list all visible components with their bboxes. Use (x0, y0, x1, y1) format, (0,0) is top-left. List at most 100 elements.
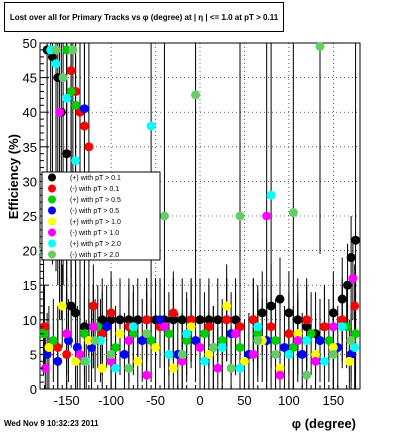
data-point-s1-p0 (39, 322, 49, 332)
data-point-s7-p17 (288, 208, 298, 218)
x-tick-label-1: -100 (98, 393, 124, 408)
data-point-s0-p4 (62, 149, 72, 159)
x-tick-label-2: -50 (146, 393, 165, 408)
data-point-s3-p6 (102, 322, 112, 332)
data-point-s7-p20 (328, 349, 338, 359)
data-point-s5-p16 (293, 336, 303, 346)
data-point-s6-p14 (253, 322, 263, 332)
data-point-s4-p1 (57, 301, 67, 311)
data-point-s3-p2 (63, 336, 73, 346)
data-point-s0-p5 (66, 301, 76, 311)
y-tick-label-6: 30 (23, 174, 37, 189)
y-axis-label: Efficiency (%) (6, 134, 21, 219)
y-tick-label-5: 25 (23, 209, 37, 224)
data-point-s2-p4 (71, 100, 81, 110)
data-point-s7-p19 (315, 41, 325, 51)
data-point-s7-p9 (159, 211, 169, 221)
data-point-s1-p14 (168, 308, 178, 318)
data-point-s4-p16 (311, 349, 321, 359)
data-point-s3-p5 (87, 342, 97, 352)
data-point-s3-p16 (279, 342, 289, 352)
data-point-s5-p4 (88, 322, 98, 332)
data-point-s0-p27 (266, 301, 276, 311)
legend-marker-1 (48, 184, 56, 193)
data-point-s5-p2 (62, 329, 72, 339)
data-point-s4-p9 (186, 322, 196, 332)
chart-title: Lost over all for Primary Tracks vs φ (d… (4, 2, 284, 32)
x-tick-label-4: 50 (237, 393, 251, 408)
data-point-s4-p5 (115, 329, 125, 339)
data-point-s1-p18 (235, 322, 245, 332)
data-point-s3-p18 (315, 336, 325, 346)
data-point-s0-p29 (284, 308, 294, 318)
y-tick-label-10: 50 (23, 36, 37, 51)
data-point-s4-p7 (151, 342, 161, 352)
y-tick-label-7: 35 (23, 140, 37, 155)
data-point-s7-p10 (177, 349, 187, 359)
data-point-s1-p21 (284, 329, 294, 339)
data-point-s4-p2 (71, 356, 81, 366)
data-point-s0-p30 (293, 315, 303, 325)
x-axis-label: φ (degree) (292, 416, 356, 431)
legend-marker-2 (48, 195, 56, 204)
data-point-s7-p1 (51, 45, 61, 55)
data-point-s7-p15 (253, 336, 263, 346)
data-point-s0-p18 (177, 315, 187, 325)
data-point-s2-p12 (199, 329, 209, 339)
data-point-s2-p8 (128, 329, 138, 339)
data-point-s7-p11 (191, 90, 201, 100)
data-point-s0-p13 (133, 315, 143, 325)
data-point-s2-p14 (235, 342, 245, 352)
data-point-s1-p8 (88, 301, 98, 311)
data-point-s1-p23 (319, 322, 329, 332)
data-point-s1-p24 (337, 315, 347, 325)
legend: (+) with pT > 0.1 (-) with pT > 0.1 (+) wi… (41, 171, 161, 261)
data-point-s4-p15 (293, 329, 303, 339)
data-point-s4-p0 (44, 342, 54, 352)
data-point-s5-p3 (75, 349, 85, 359)
data-point-s2-p3 (66, 86, 76, 96)
data-point-s0-p22 (213, 315, 223, 325)
data-point-s2-p19 (324, 336, 334, 346)
data-point-s6-p17 (302, 336, 312, 346)
data-point-s6-p19 (337, 322, 347, 332)
data-point-s0-p34 (328, 308, 338, 318)
data-point-s7-p16 (271, 349, 281, 359)
data-point-s0-p17 (168, 315, 178, 325)
data-point-s6-p10 (182, 329, 192, 339)
legend-label-4: (+) with pT > 1.0 (70, 219, 121, 226)
data-point-s0-p11 (115, 315, 125, 325)
data-point-s2-p1 (48, 336, 58, 346)
data-point-s6-p11 (199, 356, 209, 366)
y-tick-label-0: 0 (30, 382, 37, 397)
x-tick-label-5: 100 (278, 393, 300, 408)
legend-box (41, 171, 161, 261)
data-point-s6-p3 (71, 156, 81, 166)
x-tick-label-3: 0 (196, 393, 203, 408)
data-point-s7-p3 (68, 45, 78, 55)
data-point-s0-p6 (71, 308, 81, 318)
data-point-s0-p26 (257, 308, 267, 318)
data-point-s4-p11 (222, 301, 232, 311)
data-point-s0-p1 (47, 52, 57, 62)
data-point-s0-p21 (204, 315, 214, 325)
data-point-s4-p14 (275, 363, 285, 373)
data-point-s2-p21 (351, 329, 361, 339)
data-point-s4-p8 (168, 363, 178, 373)
data-point-s7-p5 (90, 336, 100, 346)
data-point-s7-p7 (124, 363, 134, 373)
data-point-s5-p0 (40, 363, 50, 373)
data-point-s6-p16 (284, 349, 294, 359)
data-point-s4-p6 (133, 356, 143, 366)
data-point-s3-p8 (137, 336, 147, 346)
data-point-s6-p18 (319, 356, 329, 366)
y-tick-label-9: 45 (23, 71, 37, 86)
data-point-s0-p35 (337, 294, 347, 304)
data-point-s6-p13 (235, 363, 245, 373)
legend-marker-5 (48, 228, 56, 237)
data-point-s4-p4 (97, 363, 107, 373)
data-point-s3-p7 (119, 349, 129, 359)
legend-label-7: (-) with pT > 2.0 (70, 252, 119, 259)
data-point-s4-p17 (328, 342, 338, 352)
data-point-s3-p17 (297, 349, 307, 359)
